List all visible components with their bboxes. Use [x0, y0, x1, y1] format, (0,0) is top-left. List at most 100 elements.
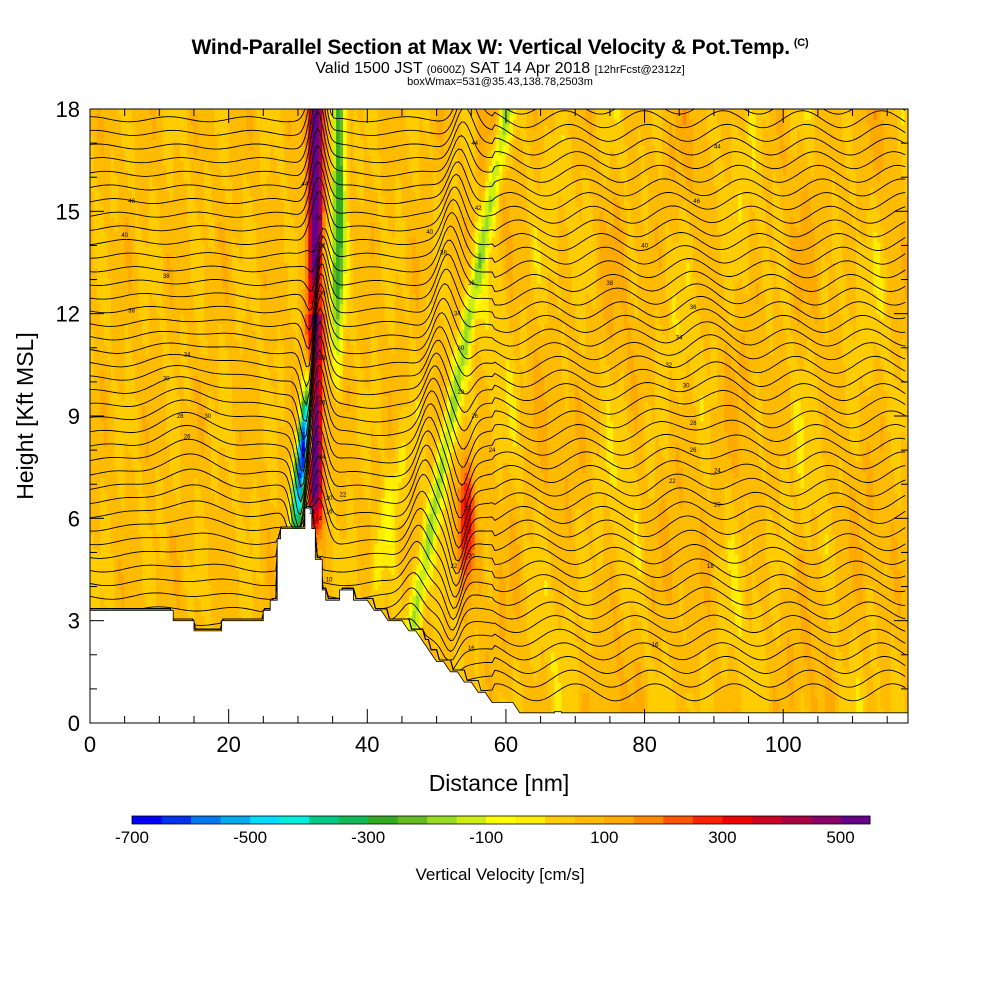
field-cell [741, 595, 746, 601]
field-cell [717, 554, 729, 560]
field-cell [762, 462, 767, 468]
field-cell [814, 692, 826, 699]
field-cell [602, 543, 618, 550]
field-cell [398, 487, 410, 494]
field-cell [793, 405, 802, 412]
field-cell [325, 416, 358, 422]
field-cell [641, 549, 646, 555]
field-cell [824, 421, 829, 427]
field-cell [856, 595, 864, 601]
field-cell [592, 636, 614, 642]
field-cell [752, 538, 767, 545]
field-cell [738, 451, 760, 458]
field-cell [738, 569, 746, 576]
field-cell [370, 462, 382, 468]
field-cell [668, 641, 718, 647]
field-cell [412, 564, 417, 571]
field-cell [817, 528, 833, 535]
field-cell [401, 600, 407, 606]
field-cell [804, 569, 822, 576]
field-cell [568, 528, 573, 535]
field-cell [620, 697, 632, 704]
field-cell [509, 518, 517, 525]
field-cell [644, 456, 656, 463]
field-cell [336, 518, 348, 525]
field-cell [339, 523, 348, 530]
field-cell [322, 533, 327, 540]
field-cell [169, 528, 174, 535]
field-cell [592, 584, 611, 591]
field-cell [810, 682, 816, 688]
field-cell [849, 431, 861, 438]
field-cell [779, 620, 802, 627]
field-cell [370, 518, 382, 525]
field-cell [550, 697, 556, 704]
field-cell [138, 446, 147, 453]
field-cell [817, 549, 826, 555]
field-cell [370, 492, 382, 499]
field-cell [658, 513, 670, 519]
field-cell [876, 707, 885, 714]
field-cell [873, 676, 881, 683]
field-cell [894, 641, 908, 647]
field-cell [103, 426, 108, 432]
field-cell [814, 671, 826, 678]
field-cell [453, 595, 459, 601]
field-cell [488, 651, 531, 658]
field-cell [460, 579, 472, 586]
field-cell [786, 641, 791, 647]
field-cell [873, 472, 895, 478]
field-cell [384, 538, 393, 545]
field-cell [114, 436, 140, 443]
field-cell [499, 615, 507, 622]
field-cell [713, 697, 743, 704]
field-cell [700, 564, 712, 571]
field-cell [433, 487, 438, 494]
field-cell [207, 554, 237, 560]
field-cell [318, 400, 323, 407]
field-cell [488, 595, 493, 601]
field-cell [585, 636, 594, 642]
field-cell [793, 651, 805, 658]
field-cell [488, 400, 507, 407]
field-cell [447, 416, 452, 422]
field-cell [478, 666, 486, 673]
field-cell [887, 426, 908, 432]
field-cell [325, 543, 334, 550]
field-cell [329, 523, 341, 530]
field-cell [793, 697, 802, 704]
field-cell [485, 569, 493, 576]
field-cell [644, 702, 649, 709]
field-cell [516, 538, 524, 545]
field-cell [440, 651, 455, 658]
field-cell [346, 579, 351, 586]
field-cell [564, 513, 573, 519]
field-cell [284, 400, 292, 407]
field-cell [422, 605, 427, 612]
field-cell [166, 436, 181, 443]
field-cell [499, 589, 507, 596]
field-cell [897, 651, 908, 658]
field-cell [547, 467, 583, 473]
field-cell [422, 600, 445, 606]
field-cell [485, 656, 490, 663]
field-cell [464, 400, 479, 407]
field-cell [356, 400, 382, 407]
field-cell [502, 646, 507, 652]
field-cell [370, 595, 386, 601]
field-cell [492, 687, 514, 693]
field-cell [519, 554, 524, 560]
field-cell [291, 497, 296, 504]
field-cell [731, 492, 781, 499]
field-cell [124, 467, 136, 473]
field-cell [762, 620, 774, 627]
field-cell [474, 661, 479, 668]
field-cell [214, 497, 219, 504]
field-cell [155, 595, 178, 601]
field-cell [415, 462, 427, 468]
field-cell [661, 636, 666, 642]
field-cell [533, 416, 549, 422]
field-cell [301, 410, 306, 417]
field-cell [412, 559, 420, 565]
field-cell [287, 477, 292, 484]
